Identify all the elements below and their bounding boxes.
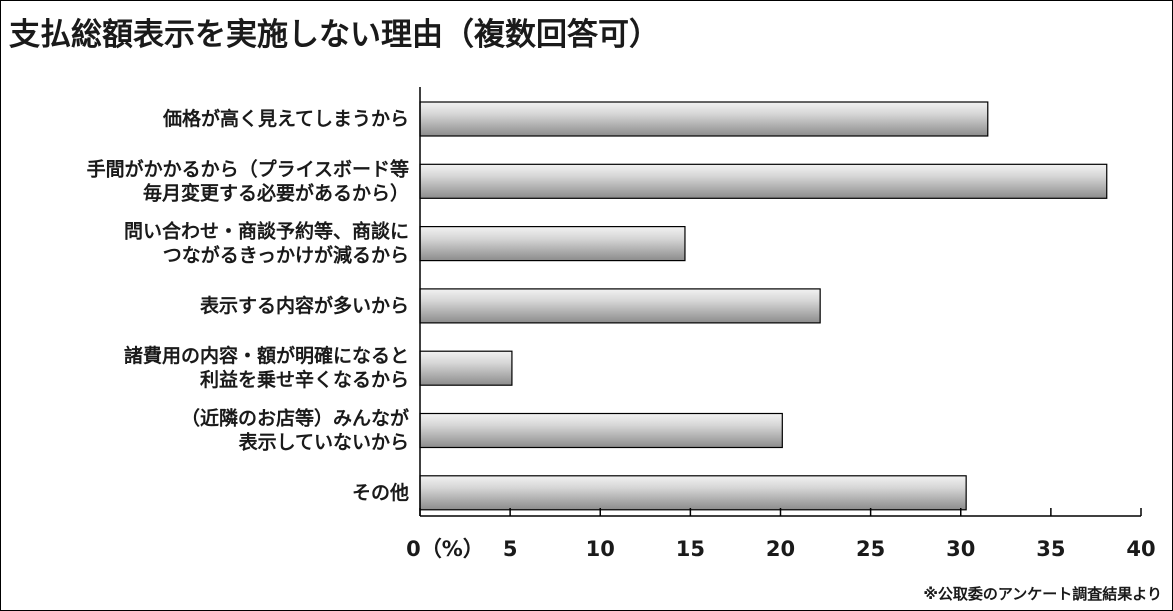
x-tick-label: 5 [503, 537, 518, 561]
category-label: 表示する内容が多いから [200, 294, 409, 317]
bar [419, 412, 783, 449]
category-label: 手間がかかるから（プライスボード等 [87, 157, 409, 180]
category-label: 問い合わせ・商談予約等、商談に [124, 220, 409, 243]
x-tick-label: 0（%） [406, 537, 484, 561]
x-tick-label: 25 [856, 537, 885, 561]
category-label: その他 [352, 481, 409, 504]
x-tick-label: 20 [766, 537, 795, 561]
x-tick-label: 15 [676, 537, 705, 561]
x-tick-label: 10 [586, 537, 615, 561]
x-tick-label: 35 [1036, 537, 1065, 561]
category-label: 表示していないから [239, 431, 409, 454]
bar [419, 475, 967, 511]
category-label: 利益を乗せ辛くなるから [200, 368, 409, 391]
category-label: 諸費用の内容・額が明確になると [124, 344, 409, 367]
category-label: （近隣のお店等）みんなが [181, 407, 409, 430]
bar [419, 288, 821, 324]
category-label: つながるきっかけが減るから [163, 244, 409, 267]
bar [419, 101, 989, 137]
chart-title: 支払総額表示を実施しない理由（複数回答可） [9, 17, 660, 53]
x-tick-label: 40 [1126, 537, 1155, 561]
category-label: 毎月変更する必要があるから） [143, 181, 409, 204]
source-note: ※公取委のアンケート調査結果より [923, 585, 1162, 603]
bar [419, 350, 513, 386]
x-tick-label: 30 [946, 537, 975, 561]
bar [419, 226, 686, 262]
category-label: 価格が高く見えてしまうから [162, 107, 409, 130]
bar [419, 163, 1108, 199]
